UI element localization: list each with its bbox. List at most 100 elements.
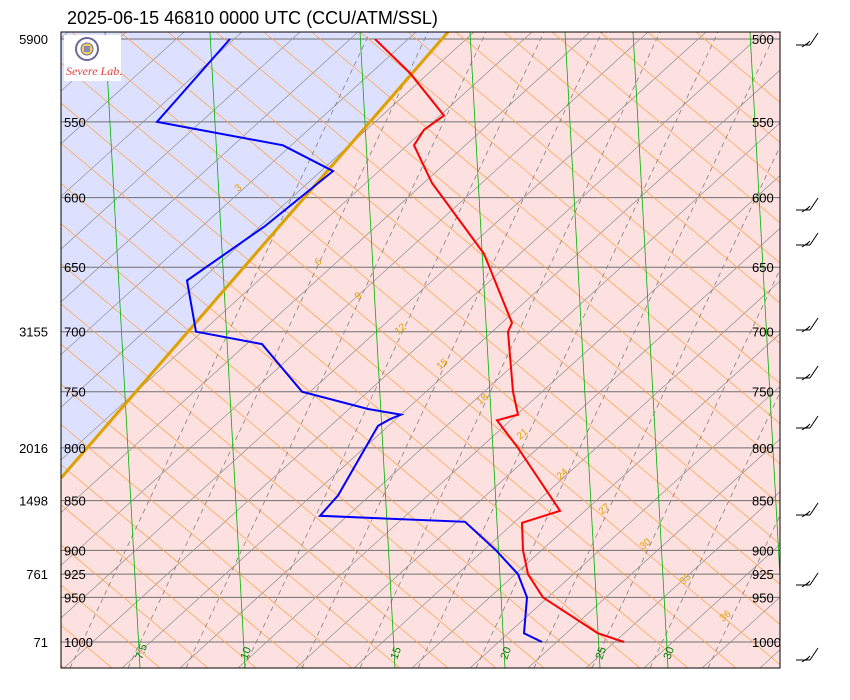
mixing-ratio-line (707, 514, 780, 668)
mixing-ratio-line (417, 32, 719, 668)
mixing-ratio-line (185, 32, 487, 668)
wind-barb (796, 317, 819, 333)
isotherm-lines (104, 32, 780, 668)
pressure-label: 800 (752, 441, 774, 456)
dry-adiabat (63, 32, 765, 668)
mixing-ratio-line (301, 32, 603, 668)
dry-adiabat (585, 491, 780, 668)
mixing-ratio-line (533, 145, 780, 668)
pressure-label: 925 (64, 567, 86, 582)
logo: Severe Lab. (64, 35, 122, 81)
dry-adiabat (61, 32, 649, 566)
isotherm-line (749, 32, 780, 585)
pressure-label: 650 (64, 260, 86, 275)
dry-adiabat (237, 175, 780, 668)
dry-adiabat (61, 32, 417, 356)
pressure-label: 600 (752, 191, 774, 206)
pressure-label: 600 (64, 191, 86, 206)
isotherm-label: 20 (499, 645, 514, 661)
moist-adiabat (599, 32, 780, 184)
moist-adiabat (311, 32, 780, 425)
moist-adiabat (61, 142, 689, 668)
mixing-ratio-label: 3 (233, 182, 245, 194)
pressure-label: 1000 (64, 635, 93, 650)
wind-barb (796, 572, 819, 588)
moist-adiabat (61, 343, 449, 668)
moist-adiabat (61, 464, 305, 668)
pressure-label: 550 (64, 115, 86, 130)
mixing-ratio-label: 6 (313, 256, 325, 268)
dry-adiabat (0, 32, 10, 668)
plot-frame (60, 31, 781, 669)
wind-barb (796, 32, 819, 48)
height-label: 2016 (19, 441, 48, 456)
pressure-label: 925 (752, 567, 774, 582)
wind-barb (796, 365, 819, 381)
pressure-label: 700 (752, 325, 774, 340)
isotherm-label: 30 (662, 645, 677, 661)
dry-adiabat (818, 32, 850, 668)
isobar-lines (61, 38, 780, 643)
moist-adiabat (61, 383, 401, 668)
wind-barb (796, 197, 819, 213)
isotherm-label: 25 (594, 645, 609, 661)
pressure-label: 750 (752, 385, 774, 400)
moist-adiabat (359, 32, 780, 384)
height-label: 1498 (19, 494, 48, 509)
pressure-label: 950 (752, 590, 774, 605)
moist-adiabat (61, 504, 257, 668)
wind-barb (796, 502, 819, 518)
height-label: 761 (26, 567, 48, 582)
moist-adiabat (61, 263, 545, 668)
wind-barb (796, 647, 819, 663)
isotherm-line (469, 32, 506, 668)
isotherm-line (209, 32, 246, 668)
wind-barb (796, 232, 819, 248)
moist-adiabat (0, 32, 16, 668)
dry-adiabat (353, 280, 780, 668)
dry-adiabat (61, 32, 185, 145)
moist-adiabat (61, 223, 593, 668)
dry-adiabat (61, 32, 243, 197)
dewpoint-line (155, 38, 543, 643)
moist-adiabat (167, 32, 780, 545)
boundary-line (61, 32, 450, 479)
height-label: 71 (34, 635, 48, 650)
moist-adiabat (215, 32, 780, 505)
moist-adiabat (61, 62, 780, 666)
logo-text: Severe Lab. (66, 64, 122, 78)
moist-adiabat (551, 32, 780, 224)
isotherm-labels: 7.5 10 15 20 25 30 40 (134, 643, 794, 661)
seal-icon (75, 37, 99, 61)
dry-adiabat (295, 227, 780, 668)
moist-adiabat (263, 32, 780, 465)
wind-barbs (796, 32, 819, 663)
pressure-labels-right: 500 550 600 650 700 750 800 850 900 925 950 1000 (752, 32, 781, 650)
pressure-label: 850 (64, 494, 86, 509)
dry-adiabat (61, 32, 533, 461)
dry-adiabat (469, 385, 780, 668)
dry-adiabat (527, 438, 780, 668)
pressure-label: 800 (64, 441, 86, 456)
height-label: 3155 (19, 325, 48, 340)
moist-adiabat (407, 32, 780, 344)
isotherm-label: 7.5 (134, 643, 151, 661)
pressure-label: 950 (64, 590, 86, 605)
mixing-ratio-line (127, 32, 429, 668)
isotherm-label: 40 (779, 645, 794, 661)
dry-adiabat (121, 69, 780, 668)
dry-adiabat (61, 32, 301, 250)
pressure-label: 650 (752, 260, 774, 275)
pressure-label: 900 (64, 543, 86, 558)
dry-adiabat (179, 122, 780, 668)
isotherm-line (632, 32, 669, 668)
pressure-label: 1000 (752, 635, 781, 650)
isotherm-label: 15 (389, 645, 404, 661)
isotherm-line (359, 32, 396, 668)
mixing-ratio-line (69, 32, 371, 668)
pressure-label: 500 (752, 32, 774, 47)
moist-adiabat (61, 424, 353, 668)
